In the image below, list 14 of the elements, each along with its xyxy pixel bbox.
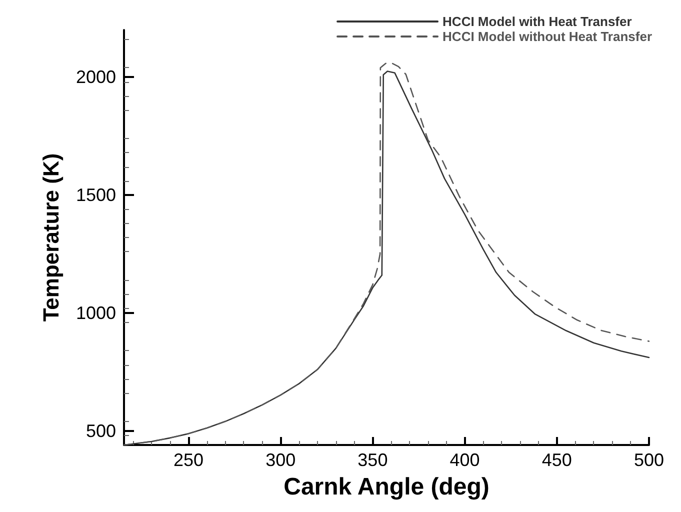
x-tick-label: 400: [450, 450, 480, 470]
x-tick-label: 300: [266, 450, 296, 470]
x-tick-label: 500: [634, 450, 664, 470]
y-tick-label: 1500: [76, 185, 116, 206]
x-axis-title: Carnk Angle (deg): [284, 474, 490, 500]
text: HCCI Model with Heat Transfer: [442, 14, 632, 29]
text: HCCI Model without Heat Transfer: [442, 29, 652, 44]
x-tick-label: 450: [542, 450, 572, 470]
y-tick-label: 2000: [76, 67, 116, 88]
y-axis-title: Temperature (K): [38, 153, 64, 322]
x-tick-label: 250: [173, 450, 204, 470]
y-tick-label: 500: [86, 420, 116, 441]
y-tick-label: 1000: [76, 302, 116, 323]
x-tick-label: 350: [358, 450, 388, 470]
